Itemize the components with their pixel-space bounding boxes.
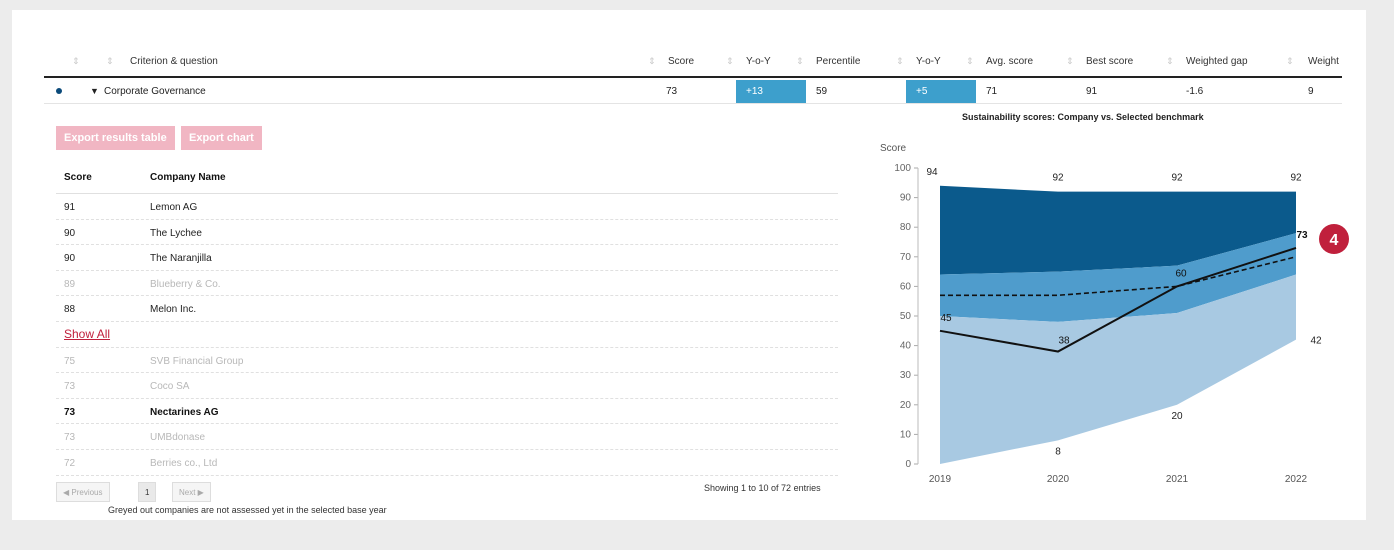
sort-icon[interactable]: ⇕ [1066, 56, 1074, 66]
row-score: 90 [64, 253, 76, 265]
score-value: 73 [666, 86, 678, 97]
row-company-name: The Naranjilla [150, 253, 212, 265]
table-header: ⇕ ⇕ Criterion & question ⇕ Score ⇕ Y-o-Y… [44, 46, 1342, 78]
col-weight[interactable]: Weight [1308, 56, 1339, 67]
show-all-row: Show All [56, 322, 838, 348]
sort-icon[interactable]: ⇕ [106, 56, 114, 66]
export-chart-button[interactable]: Export chart [181, 126, 262, 150]
sort-icon[interactable]: ⇕ [796, 56, 804, 66]
greyed-note: Greyed out companies are not assessed ye… [108, 505, 387, 515]
best-score-value: 91 [1086, 86, 1098, 97]
row-score: 72 [64, 457, 76, 469]
previous-button[interactable]: ◀ Previous [56, 482, 110, 502]
row-score: 89 [64, 278, 76, 290]
header-company[interactable]: Company Name [150, 172, 226, 183]
col-percentile[interactable]: Percentile [816, 56, 861, 67]
col-yoy[interactable]: Y-o-Y [746, 56, 771, 67]
row-score: 91 [64, 202, 76, 213]
row-score: 73 [64, 381, 76, 393]
next-button[interactable]: Next ▶ [172, 482, 211, 502]
show-all-link[interactable]: Show All [64, 326, 111, 341]
ranking-header: Score Company Name [56, 160, 838, 194]
row-company-name: Berries co., Ltd [150, 457, 218, 469]
table-row: 91 Lemon AG [56, 194, 838, 220]
yoy-value-2: +5 [906, 80, 976, 103]
table-row: 90 The Naranjilla [56, 245, 838, 271]
weight-value: 9 [1308, 86, 1314, 97]
export-table-button[interactable]: Export results table [56, 126, 175, 150]
table-row: 73 Nectarines AG [56, 399, 838, 425]
page-1-button[interactable]: 1 [138, 482, 157, 502]
table-row: 89 Blueberry & Co. [56, 271, 838, 297]
col-avg-score[interactable]: Avg. score [986, 56, 1034, 67]
sort-icon[interactable]: ⇕ [726, 56, 734, 66]
col-weighted-gap[interactable]: Weighted gap [1186, 56, 1248, 67]
sort-icon[interactable]: ⇕ [1166, 56, 1174, 66]
col-criterion[interactable]: Criterion & question [130, 56, 218, 67]
row-score: 73 [64, 432, 76, 444]
avg-score-value: 71 [986, 86, 998, 97]
row-company-name: Blueberry & Co. [150, 278, 221, 290]
table-row: 88 Melon Inc. [56, 296, 838, 322]
col-best-score[interactable]: Best score [1086, 56, 1134, 67]
table-row: 72 Berries co., Ltd [56, 450, 838, 476]
row-score: 88 [64, 304, 76, 316]
sort-icon[interactable]: ⇕ [72, 56, 80, 66]
yoy-value: +13 [736, 80, 806, 103]
criterion-label: Corporate Governance [104, 86, 206, 97]
row-company-name: Coco SA [150, 381, 190, 393]
row-company-name: The Lychee [150, 227, 202, 239]
table-row: 73 Coco SA [56, 373, 838, 399]
row-company-name: SVB Financial Group [150, 355, 244, 367]
row-company-name: Nectarines AG [150, 406, 219, 418]
sort-icon[interactable]: ⇕ [1286, 56, 1294, 66]
sort-icon[interactable]: ⇕ [966, 56, 974, 66]
sort-icon[interactable]: ⇕ [648, 56, 656, 66]
row-score: 90 [64, 227, 76, 239]
table-row: 73 UMBdonase [56, 424, 838, 450]
expand-triangle-icon[interactable]: ▼ [90, 86, 99, 96]
sort-icon[interactable]: ⇕ [896, 56, 904, 66]
header-score[interactable]: Score [64, 172, 92, 183]
col-score[interactable]: Score [668, 56, 695, 67]
table-row: 90 The Lychee [56, 220, 838, 246]
row-company-name: Lemon AG [150, 202, 198, 213]
row-score: 75 [64, 355, 76, 367]
weighted-gap-value: -1.6 [1186, 86, 1204, 97]
row-company-name: UMBdonase [150, 432, 206, 444]
col-yoy-2[interactable]: Y-o-Y [916, 56, 941, 67]
row-company-name: Melon Inc. [150, 304, 197, 316]
table-row: 75 SVB Financial Group [56, 348, 838, 374]
entries-info: Showing 1 to 10 of 72 entries [704, 483, 821, 493]
row-score: 73 [64, 406, 76, 418]
summary-row[interactable]: ▼ Corporate Governance 73 +13 59 +5 71 9… [44, 80, 1342, 104]
status-dot-icon [56, 88, 62, 94]
percentile-value: 59 [816, 86, 828, 97]
ranking-table: Score Company Name 91 Lemon AG 90 The Lyche… [56, 160, 838, 476]
chart-title: Sustainability scores: Company vs. Selec… [962, 112, 1204, 122]
